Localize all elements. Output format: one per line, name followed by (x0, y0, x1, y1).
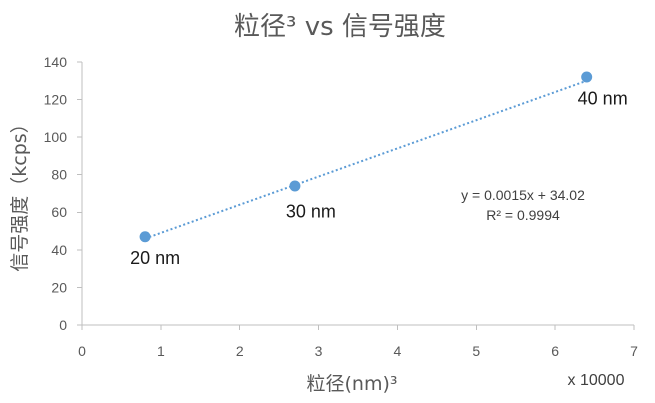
trendline-layer (144, 79, 588, 240)
x-tick-label: 6 (551, 343, 559, 359)
data-label: 20 nm (130, 248, 180, 268)
x-tick-label: 3 (315, 343, 323, 359)
axes: 0 20 40 60 80 100 120 140 0 1 2 3 4 5 6 7 (44, 54, 638, 359)
y-axis-title: 信号强度（kcps） (9, 114, 31, 271)
y-tick-label: 0 (59, 317, 67, 333)
trendline-equation: y = 0.0015x + 34.02 (461, 187, 585, 203)
data-point (581, 71, 593, 83)
y-tick-label: 60 (51, 204, 67, 220)
x-tick-label: 4 (394, 343, 402, 359)
trendline-r-squared: R² = 0.9994 (486, 207, 560, 223)
y-tick-label: 120 (44, 91, 68, 107)
x-tick-label: 2 (236, 343, 244, 359)
y-tick-label: 140 (44, 54, 68, 70)
x-tick-label: 7 (630, 343, 638, 359)
data-points (139, 71, 593, 243)
trendline (144, 79, 588, 240)
x-tick-label: 5 (472, 343, 480, 359)
x-tick-label: 1 (157, 343, 165, 359)
chart-title: 粒径³ vs 信号强度 (234, 12, 446, 42)
y-tick-label: 80 (51, 167, 67, 183)
data-label: 40 nm (578, 88, 628, 108)
data-point (139, 231, 151, 243)
x-axis-title: 粒径(nm)³ (307, 373, 398, 395)
y-tick-label: 20 (51, 279, 67, 295)
data-point (289, 180, 301, 192)
data-label: 30 nm (286, 201, 336, 221)
x-axis-display-unit: x 10000 (568, 372, 625, 389)
x-tick-label: 0 (78, 343, 86, 359)
y-tick-label: 100 (44, 129, 68, 145)
y-tick-label: 40 (51, 242, 67, 258)
data-labels: 20 nm 30 nm 40 nm (130, 88, 628, 268)
